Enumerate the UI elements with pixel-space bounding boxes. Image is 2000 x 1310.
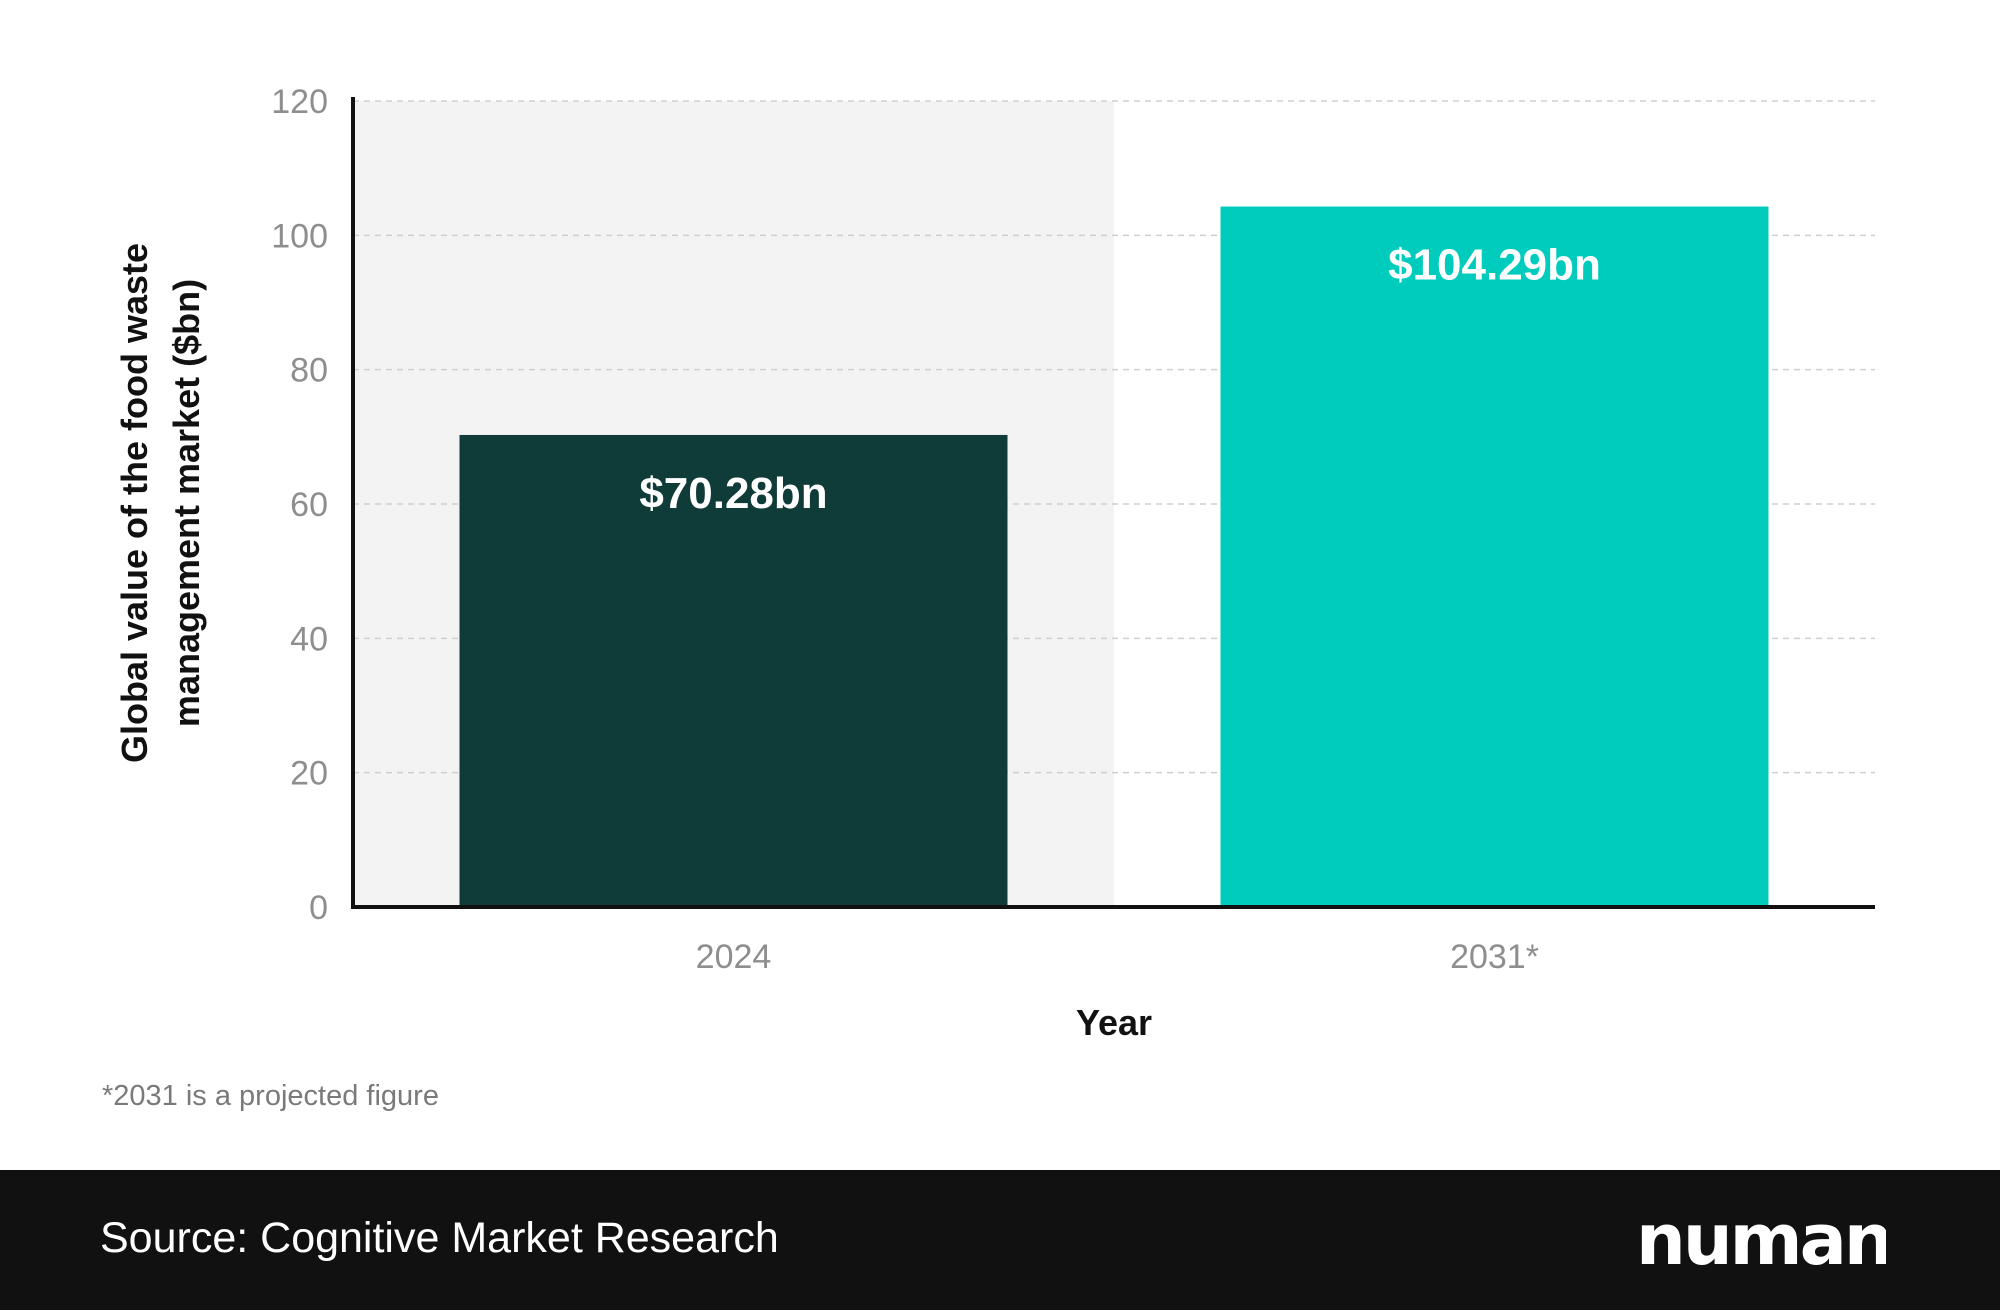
- y-tick-label: 80: [290, 352, 328, 390]
- x-tick-label: 2031*: [1450, 938, 1539, 976]
- y-tick-label: 100: [271, 217, 328, 255]
- bar: [1220, 206, 1769, 908]
- y-tick-label: 120: [271, 83, 328, 121]
- y-tick-label: 0: [309, 889, 328, 927]
- chart-area: 0 20 40 60 80 100 120 $70.28bn 2024 $104.29bn 2031…: [114, 83, 1875, 1043]
- data-label: $104.29bn: [1388, 241, 1601, 290]
- footer-bar: Source: Cognitive Market Research numan: [0, 1170, 2000, 1310]
- data-label: $70.28bn: [639, 469, 827, 518]
- numan-logo: numan: [1636, 1199, 1886, 1281]
- y-axis-title-line: management market ($bn): [166, 279, 207, 727]
- bar: [459, 434, 1008, 907]
- y-tick-label: 40: [290, 620, 328, 658]
- logo-text: numan: [1636, 1199, 1886, 1281]
- y-tick-label: 60: [290, 486, 328, 524]
- source-text: Source: Cognitive Market Research: [100, 1214, 779, 1262]
- x-axis-title: Year: [1076, 1002, 1152, 1043]
- y-axis-title-line: Global value of the food waste: [114, 243, 155, 763]
- y-tick-label: 20: [290, 755, 328, 793]
- footnote: *2031 is a projected figure: [102, 1080, 439, 1112]
- bar-chart: 0 20 40 60 80 100 120 $70.28bn 2024 $104.29bn 2031…: [114, 83, 1875, 1043]
- x-tick-label: 2024: [696, 938, 772, 976]
